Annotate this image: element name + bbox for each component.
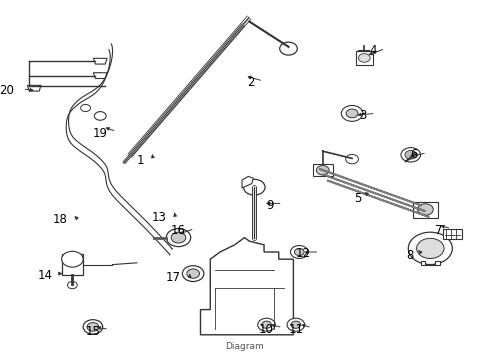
Polygon shape (355, 51, 372, 65)
Text: 12: 12 (295, 247, 310, 260)
Circle shape (171, 232, 185, 243)
Circle shape (407, 232, 451, 265)
Circle shape (345, 154, 358, 164)
Text: 7: 7 (434, 224, 442, 237)
Circle shape (290, 246, 307, 258)
Text: 16: 16 (170, 224, 185, 237)
Text: 11: 11 (287, 323, 303, 336)
Polygon shape (27, 85, 41, 91)
Text: 8: 8 (405, 249, 412, 262)
Text: 5: 5 (354, 192, 361, 204)
Circle shape (341, 105, 362, 121)
Polygon shape (93, 58, 107, 64)
Polygon shape (312, 164, 332, 176)
Text: 17: 17 (165, 271, 181, 284)
Circle shape (257, 318, 275, 331)
Text: 2: 2 (246, 76, 254, 89)
Text: 4: 4 (368, 44, 376, 57)
Text: 19: 19 (92, 127, 107, 140)
Bar (442, 229, 461, 239)
Circle shape (290, 321, 300, 328)
Circle shape (416, 238, 443, 258)
Circle shape (316, 166, 328, 175)
Text: Diagram: Diagram (224, 342, 264, 351)
Text: 10: 10 (259, 323, 273, 336)
Circle shape (243, 179, 264, 195)
Text: 3: 3 (359, 109, 366, 122)
Text: 9: 9 (266, 199, 273, 212)
Polygon shape (420, 261, 439, 265)
Circle shape (67, 282, 77, 289)
Circle shape (286, 318, 304, 331)
Circle shape (279, 42, 297, 55)
Circle shape (404, 150, 416, 159)
Circle shape (83, 320, 102, 334)
Circle shape (81, 104, 90, 112)
Text: 18: 18 (53, 213, 67, 226)
Text: 6: 6 (410, 148, 417, 161)
Circle shape (417, 204, 432, 215)
Circle shape (166, 229, 190, 247)
Circle shape (61, 251, 83, 267)
Circle shape (358, 54, 369, 62)
Circle shape (346, 109, 357, 118)
Polygon shape (412, 202, 437, 218)
Bar (61, 254, 83, 275)
Polygon shape (93, 73, 107, 78)
Circle shape (294, 248, 304, 256)
Polygon shape (200, 238, 293, 335)
Text: 1: 1 (137, 154, 144, 167)
Polygon shape (242, 176, 253, 188)
Circle shape (182, 266, 203, 282)
Circle shape (186, 269, 199, 278)
Text: 13: 13 (151, 211, 166, 224)
Circle shape (94, 112, 106, 120)
Circle shape (261, 321, 271, 328)
Circle shape (400, 148, 420, 162)
Text: 20: 20 (0, 84, 14, 97)
Circle shape (87, 323, 99, 331)
Text: 15: 15 (85, 325, 100, 338)
Text: 14: 14 (38, 269, 53, 282)
